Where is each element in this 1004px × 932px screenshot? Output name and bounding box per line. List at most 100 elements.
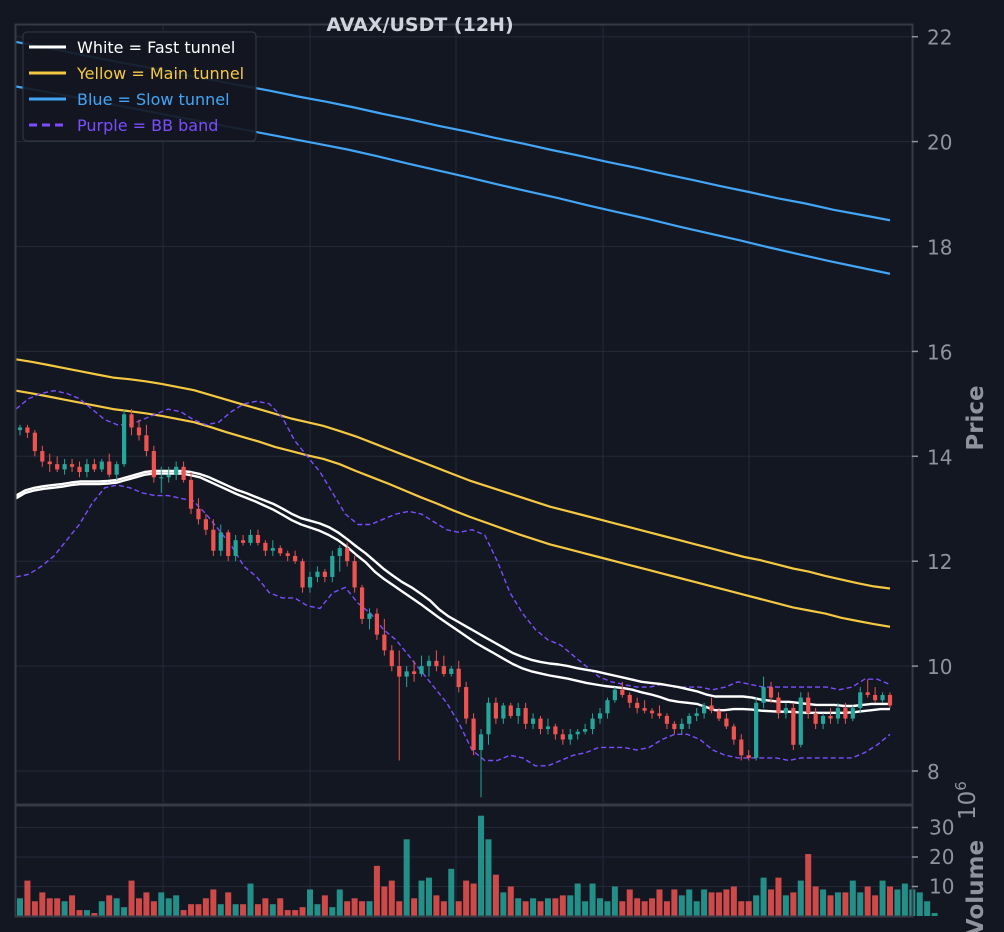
candle-body [657, 713, 662, 716]
candle-body [55, 464, 60, 470]
volume-bar [165, 898, 172, 916]
candle-body [330, 555, 335, 577]
volume-bar [195, 904, 202, 916]
price-axis-label: Price [963, 385, 989, 450]
candle-body [858, 692, 863, 709]
volume-bar [901, 883, 908, 916]
volume-bar [790, 892, 797, 916]
volume-bar [329, 907, 336, 916]
volume-bar [559, 895, 566, 916]
volume-bar [656, 889, 663, 916]
candle-body [17, 427, 23, 431]
legend-box [22, 31, 257, 142]
candle-body [820, 715, 826, 724]
volume-bar [314, 904, 321, 916]
volume-bar [530, 898, 537, 916]
candle-body [47, 461, 52, 465]
candle-body [233, 540, 238, 556]
volume-bar [827, 895, 834, 916]
candle-body [188, 479, 194, 509]
volume-bar [745, 901, 752, 916]
candle-body [449, 668, 454, 674]
candle-body [129, 414, 134, 428]
candle-body [850, 708, 855, 719]
volume-bar [693, 901, 700, 916]
candle-body [679, 723, 684, 730]
bb-band-lower-line [15, 484, 891, 767]
candle-body [159, 477, 164, 479]
volume-bar [924, 901, 931, 916]
candle-body [672, 723, 677, 730]
volume-bar [388, 880, 395, 916]
candle-body [761, 687, 766, 703]
candle-body [263, 542, 268, 551]
volume-bar [46, 898, 53, 916]
volume-bar [425, 877, 432, 916]
volume-bar [864, 886, 871, 916]
candle-body [144, 435, 149, 452]
candle-body [597, 713, 603, 719]
volume-bar [262, 898, 269, 916]
chart-title: AVAX/USDT (12H) [326, 14, 513, 36]
candle-body [367, 613, 372, 619]
volume-bar [515, 898, 522, 916]
candle-body [456, 668, 461, 688]
candle-body [724, 718, 729, 727]
volume-bar [849, 880, 856, 916]
volume-bar [128, 880, 135, 916]
candle-body [337, 548, 342, 556]
candle-body [99, 461, 104, 470]
candle-body [716, 710, 722, 719]
volume-bar [284, 910, 291, 916]
volume-bar [782, 895, 789, 916]
volume-bar [894, 889, 901, 916]
candle-body [40, 451, 45, 462]
volume-axis-label: Volume [963, 840, 989, 932]
volume-bar [135, 898, 142, 916]
candle-body [77, 466, 82, 473]
candle-body [731, 726, 736, 740]
volume-bar [61, 901, 68, 916]
volume-bar [359, 901, 366, 916]
volume-bar [760, 877, 767, 916]
candle-body [560, 734, 565, 740]
candle-body [404, 671, 409, 677]
candle-body [166, 474, 171, 478]
volume-bar [366, 901, 373, 916]
volume-frame [14, 804, 914, 918]
volume-bar [916, 892, 923, 916]
candle-body [293, 555, 298, 562]
candle-body [791, 708, 796, 745]
volume-bar [76, 910, 83, 916]
candle-body [694, 713, 699, 716]
volume-bar [433, 895, 440, 916]
volume-bar [634, 898, 641, 916]
candle-body [270, 548, 275, 551]
volume-bar [463, 880, 470, 916]
volume-bar [604, 901, 611, 916]
candle-body [136, 427, 142, 436]
volume-bar [210, 889, 217, 916]
candle-body [397, 666, 402, 677]
candle-body [426, 660, 432, 667]
volume-bar [589, 883, 596, 916]
volume-bar [649, 898, 656, 916]
volume-bar [373, 865, 380, 916]
candle-body [553, 726, 558, 735]
bb-band-upper-line [15, 390, 891, 691]
volume-axis-ticks: 10 20 30 [912, 816, 954, 899]
candle-body [865, 692, 870, 695]
volume-bar [277, 898, 284, 916]
volume-bar [797, 880, 804, 916]
candle-body [545, 726, 551, 730]
candle-body [464, 687, 469, 719]
candle-body [441, 666, 446, 674]
candle-body [307, 576, 313, 588]
volume-bar [478, 815, 485, 916]
candle-body [493, 702, 498, 719]
volume-bar [619, 901, 626, 916]
candle-body [687, 715, 692, 724]
volume-bar [396, 901, 403, 916]
candle-body [538, 718, 543, 730]
